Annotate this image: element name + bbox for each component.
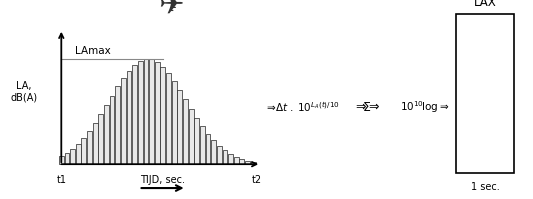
Text: LAmax: LAmax bbox=[75, 46, 110, 56]
Bar bbox=[149, 60, 154, 164]
Bar bbox=[189, 109, 193, 164]
Bar bbox=[110, 96, 115, 164]
Bar bbox=[183, 99, 188, 164]
Bar bbox=[177, 90, 182, 164]
Bar bbox=[211, 140, 216, 164]
Bar bbox=[93, 123, 98, 164]
Bar bbox=[228, 154, 233, 164]
Text: $\Rightarrow\!\Delta t\;.\;10^{L_A(t)/10}$: $\Rightarrow\!\Delta t\;.\;10^{L_A(t)/10… bbox=[264, 100, 340, 114]
Text: $\Rightarrow\!\!\!\Sigma\!\!\Rightarrow$: $\Rightarrow\!\!\!\Sigma\!\!\Rightarrow$ bbox=[353, 101, 381, 114]
Bar bbox=[160, 67, 165, 164]
Bar bbox=[70, 149, 75, 164]
Text: t2: t2 bbox=[252, 175, 262, 185]
Text: ✈: ✈ bbox=[158, 0, 183, 20]
Bar bbox=[206, 134, 211, 164]
Bar bbox=[234, 157, 239, 164]
Bar bbox=[121, 78, 126, 164]
Bar bbox=[143, 59, 148, 164]
Bar bbox=[59, 156, 64, 164]
Bar bbox=[99, 114, 103, 164]
Bar bbox=[195, 118, 199, 164]
Bar bbox=[127, 71, 132, 164]
Bar bbox=[251, 162, 256, 164]
Bar bbox=[456, 14, 514, 173]
Bar bbox=[138, 61, 143, 164]
Bar bbox=[104, 105, 109, 164]
Bar bbox=[239, 159, 244, 164]
Bar bbox=[76, 144, 80, 164]
Text: $10^{10}\!\log\!\Rightarrow$: $10^{10}\!\log\!\Rightarrow$ bbox=[400, 100, 449, 115]
Bar bbox=[87, 131, 92, 164]
Bar bbox=[172, 81, 176, 164]
Bar bbox=[217, 146, 222, 164]
Text: LAX: LAX bbox=[474, 0, 496, 9]
Bar bbox=[155, 62, 160, 164]
Text: LA,
dB(A): LA, dB(A) bbox=[11, 81, 37, 103]
Bar bbox=[132, 65, 137, 164]
Bar bbox=[245, 161, 250, 164]
Text: t1: t1 bbox=[56, 175, 66, 185]
Text: 1 sec.: 1 sec. bbox=[471, 182, 499, 192]
Bar bbox=[115, 87, 120, 164]
Bar bbox=[223, 150, 228, 164]
Bar bbox=[64, 153, 69, 164]
Bar bbox=[200, 126, 205, 164]
Text: TIJD, sec.: TIJD, sec. bbox=[140, 175, 185, 185]
Bar bbox=[82, 138, 86, 164]
Bar bbox=[166, 73, 171, 164]
